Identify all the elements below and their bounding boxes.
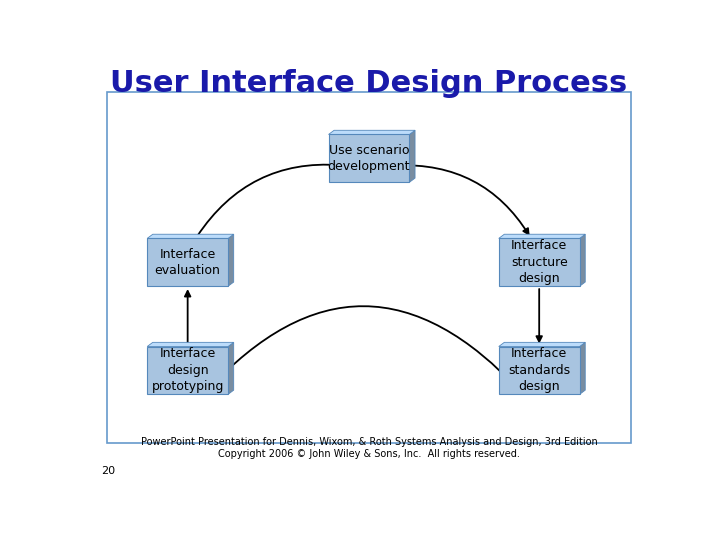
Polygon shape [410,130,415,183]
Text: Interface
design
prototyping: Interface design prototyping [151,347,224,394]
Text: PowerPoint Presentation for Dennis, Wixom, & Roth Systems Analysis and Design, 3: PowerPoint Presentation for Dennis, Wixo… [140,437,598,458]
Polygon shape [228,342,234,394]
FancyArrowPatch shape [396,165,528,234]
Text: Interface
structure
design: Interface structure design [510,239,567,285]
Text: Interface
standards
design: Interface standards design [508,347,570,394]
FancyBboxPatch shape [107,92,631,443]
Polygon shape [499,234,585,238]
Polygon shape [580,234,585,286]
Text: Interface
evaluation: Interface evaluation [155,247,220,277]
Text: User Interface Design Process: User Interface Design Process [110,69,628,98]
FancyBboxPatch shape [328,134,410,183]
FancyBboxPatch shape [147,347,228,394]
FancyArrowPatch shape [536,289,542,342]
Polygon shape [228,234,234,286]
FancyBboxPatch shape [147,238,228,286]
Polygon shape [328,130,415,134]
FancyBboxPatch shape [499,347,580,394]
Polygon shape [499,342,585,347]
Polygon shape [147,234,234,238]
Text: 20: 20 [101,467,115,476]
FancyArrowPatch shape [197,162,340,236]
Polygon shape [580,342,585,394]
FancyArrowPatch shape [185,291,190,344]
Polygon shape [147,342,234,347]
Text: Use scenario
development: Use scenario development [328,144,410,173]
FancyArrowPatch shape [207,306,521,392]
FancyBboxPatch shape [499,238,580,286]
